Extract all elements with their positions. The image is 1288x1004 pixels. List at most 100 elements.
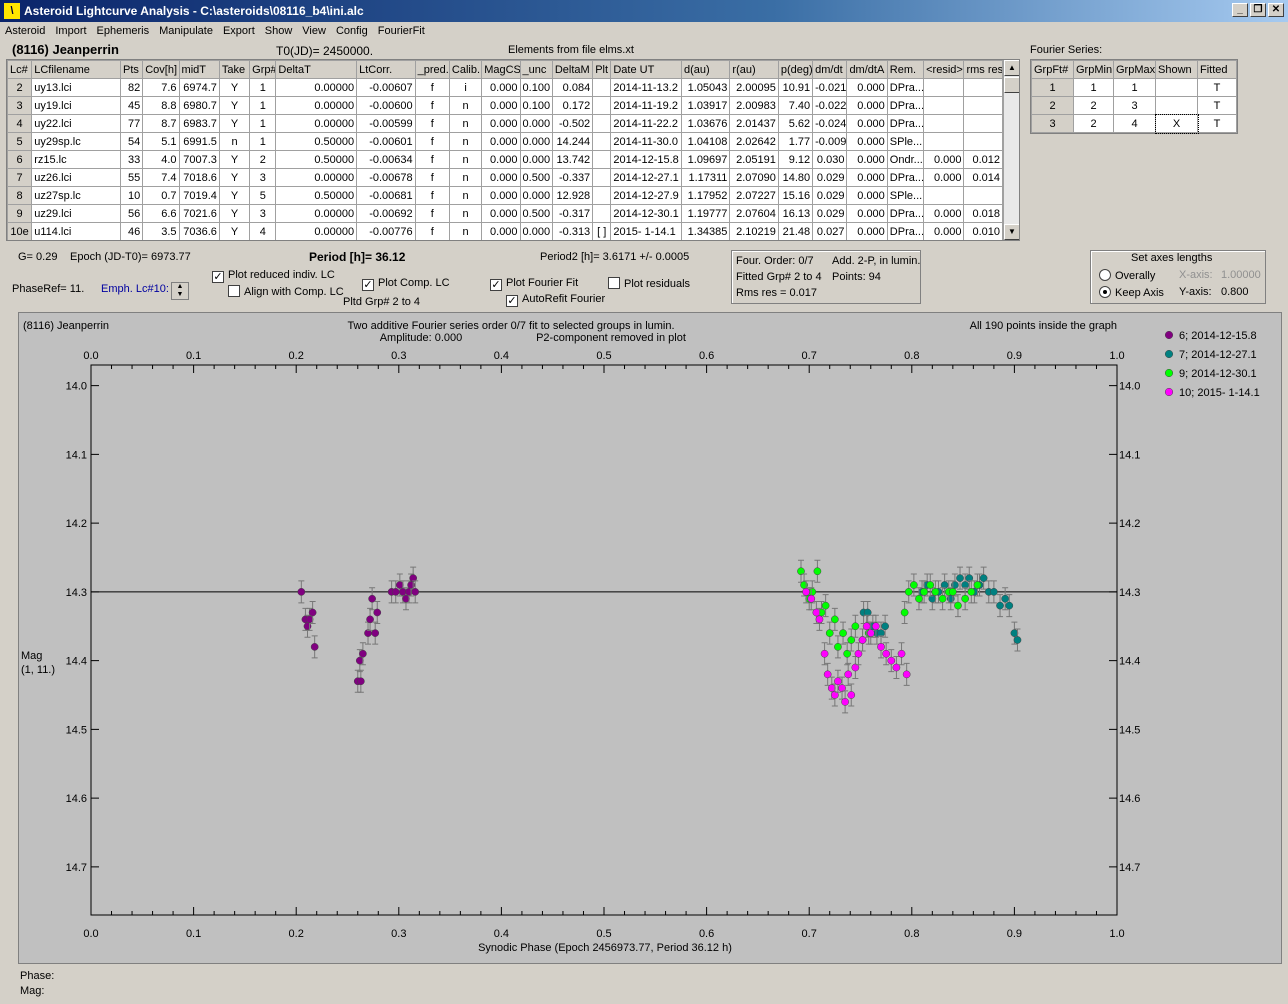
table-cell[interactable]: 0.029 [812, 186, 848, 205]
table-cell[interactable]: 2014-12-30.1 [610, 204, 682, 223]
column-header[interactable]: midT [178, 60, 220, 79]
table-cell[interactable] [923, 114, 965, 133]
table-cell[interactable]: -0.317 [551, 204, 594, 223]
column-header[interactable]: dm/dt [812, 60, 848, 79]
table-cell[interactable] [592, 132, 612, 151]
table-cell[interactable]: 7007.3 [178, 150, 220, 169]
table-cell[interactable]: 2 [249, 150, 277, 169]
table-cell[interactable]: 2.07227 [729, 186, 779, 205]
table-cell[interactable]: Y [218, 78, 251, 97]
fourier-cell[interactable]: 4 [1113, 114, 1156, 133]
fourier-row-number[interactable]: 1 [1031, 78, 1074, 97]
table-cell[interactable]: 0.084 [551, 78, 594, 97]
table-cell[interactable]: 2.05191 [729, 150, 779, 169]
plot-fourier-checkbox[interactable]: ✓ Plot Fourier Fit [490, 277, 579, 291]
table-cell[interactable]: f [414, 78, 450, 97]
table-cell[interactable]: 16.13 [777, 204, 814, 223]
table-row[interactable]: 10e u114.lci 46 3.5 7036.6 Y 4 0.00000 -0.00776 f… [7, 222, 1003, 240]
table-cell[interactable]: DPra... [886, 78, 925, 97]
table-cell[interactable]: uy22.lci [31, 114, 122, 133]
table-cell[interactable]: 0.000 [519, 132, 553, 151]
table-cell[interactable]: 9.12 [777, 150, 814, 169]
column-header[interactable]: Rem. [886, 60, 925, 79]
table-cell[interactable]: -0.024 [812, 114, 848, 133]
table-cell[interactable]: f [414, 114, 450, 133]
table-cell[interactable]: SPle... [886, 186, 925, 205]
table-cell[interactable] [592, 150, 612, 169]
table-cell[interactable]: -0.502 [551, 114, 594, 133]
fourier-row-number[interactable]: 3 [1031, 114, 1074, 133]
table-row[interactable]: 2 uy13.lci 82 7.6 6974.7 Y 1 0.00000 -0.00607 f i 0… [7, 78, 1003, 97]
table-cell[interactable]: 0.000 [481, 150, 521, 169]
table-cell[interactable]: 2014-11-19.2 [610, 96, 682, 115]
table-cell[interactable]: DPra... [886, 96, 925, 115]
table-cell[interactable]: -0.009 [812, 132, 848, 151]
table-cell[interactable] [923, 96, 965, 115]
table-cell[interactable]: 1.77 [777, 132, 814, 151]
table-cell[interactable]: 3 [249, 168, 277, 187]
table-cell[interactable]: -0.00607 [356, 78, 416, 97]
fourier-cell[interactable] [1155, 96, 1198, 115]
table-cell[interactable]: 0.000 [923, 204, 965, 223]
menu-manipulate[interactable]: Manipulate [159, 25, 213, 37]
table-cell[interactable]: 56 [120, 204, 144, 223]
table-cell[interactable]: 0.50000 [275, 132, 358, 151]
table-row[interactable]: 5 uy29sp.lc 54 5.1 6991.5 n 1 0.50000 -0.00601 f n… [7, 132, 1003, 151]
table-cell[interactable]: -0.00681 [356, 186, 416, 205]
table-cell[interactable]: 0.00000 [275, 114, 358, 133]
table-cell[interactable]: 0.000 [519, 186, 553, 205]
fourier-cell[interactable]: T [1197, 114, 1237, 133]
table-cell[interactable]: 0.000 [481, 132, 521, 151]
table-cell[interactable]: 77 [120, 114, 144, 133]
table-row[interactable]: 4 uy22.lci 77 8.7 6983.7 Y 1 0.00000 -0.00599 f n 0… [7, 114, 1003, 133]
table-cell[interactable]: 7.4 [142, 168, 180, 187]
table-cell[interactable]: 0.000 [519, 222, 553, 240]
table-cell[interactable]: 1.17952 [680, 186, 731, 205]
table-cell[interactable]: 6980.7 [178, 96, 220, 115]
table-cell[interactable]: i [448, 78, 483, 97]
column-header[interactable]: _unc [519, 60, 553, 79]
table-cell[interactable]: n [448, 222, 483, 240]
menu-asteroid[interactable]: Asteroid [5, 25, 46, 37]
table-cell[interactable]: 1.17311 [680, 168, 731, 187]
table-cell[interactable]: 1 [249, 96, 277, 115]
autorefit-checkbox[interactable]: ✓ AutoRefit Fourier [506, 293, 606, 307]
table-cell[interactable]: 2014-12-27.9 [610, 186, 682, 205]
table-cell[interactable]: uy29sp.lc [31, 132, 122, 151]
table-cell[interactable]: 33 [120, 150, 144, 169]
table-cell[interactable]: 0.000 [481, 168, 521, 187]
table-cell[interactable]: 1 [249, 78, 277, 97]
table-cell[interactable]: f [414, 96, 450, 115]
table-cell[interactable]: 2.00983 [729, 96, 779, 115]
fourier-cell[interactable] [1155, 78, 1198, 97]
table-cell[interactable]: 7.40 [777, 96, 814, 115]
table-cell[interactable]: 0.500 [519, 168, 553, 187]
table-cell[interactable]: f [414, 132, 450, 151]
table-cell[interactable]: 0.000 [481, 114, 521, 133]
fourier-cell[interactable]: 2 [1073, 114, 1114, 133]
table-cell[interactable] [923, 78, 965, 97]
menu-ephemeris[interactable]: Ephemeris [96, 25, 150, 37]
table-cell[interactable]: n [448, 186, 483, 205]
restore-button[interactable]: ❐ [1250, 3, 1266, 17]
table-cell[interactable]: DPra... [886, 204, 925, 223]
column-header[interactable]: Pts [120, 60, 144, 79]
table-cell[interactable]: 2014-12-15.8 [610, 150, 682, 169]
fourier-row-number[interactable]: 2 [1031, 96, 1074, 115]
row-number[interactable]: 4 [7, 114, 33, 133]
overall-radio[interactable]: Overally [1099, 269, 1155, 282]
plot-residuals-checkbox[interactable]: Plot residuals [608, 277, 690, 290]
table-cell[interactable]: DPra... [886, 222, 925, 240]
column-header[interactable]: dm/dtA [846, 60, 888, 79]
menu-view[interactable]: View [302, 25, 326, 37]
table-cell[interactable]: n [448, 204, 483, 223]
column-header[interactable]: Cov[h] [142, 60, 180, 79]
table-cell[interactable] [963, 186, 1003, 205]
scroll-thumb[interactable] [1004, 77, 1019, 93]
table-cell[interactable]: 0.500 [519, 204, 553, 223]
table-cell[interactable] [592, 114, 612, 133]
table-cell[interactable]: 0.000 [846, 96, 888, 115]
column-header[interactable]: Grp# [249, 60, 277, 79]
